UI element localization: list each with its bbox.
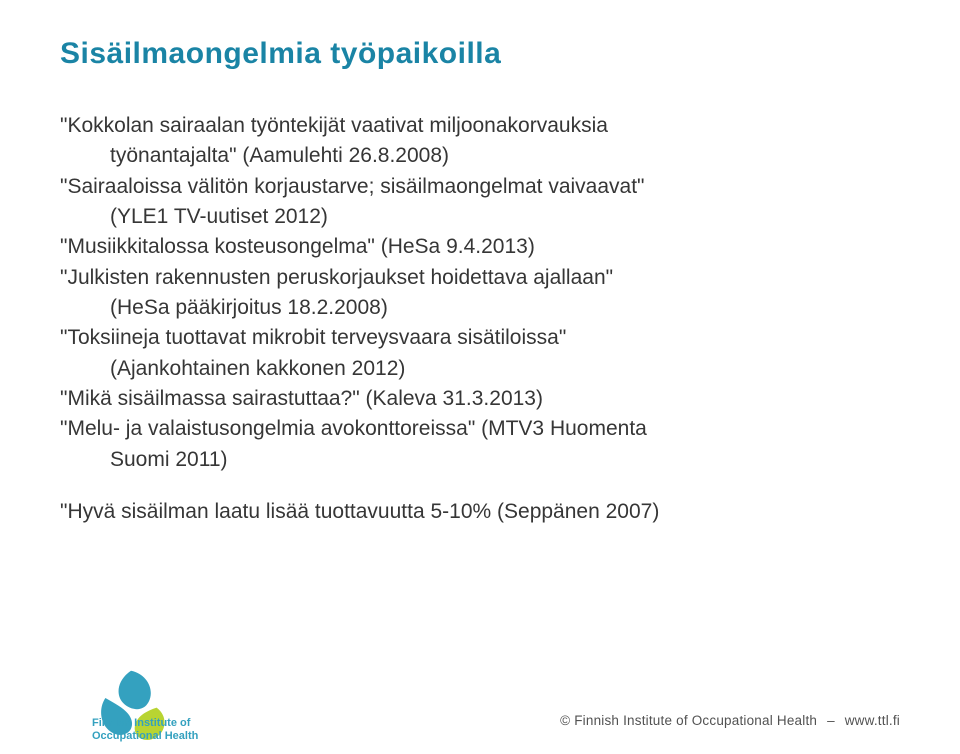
news-line: Suomi 2011) [60, 446, 900, 474]
footer-text: © Finnish Institute of Occupational Heal… [560, 713, 900, 728]
body-text: "Kokkolan sairaalan työntekijät vaativat… [60, 112, 900, 526]
footer: Finnish Institute of Occupational Health… [0, 664, 960, 754]
news-line: "Sairaaloissa välitön korjaustarve; sisä… [60, 173, 900, 201]
footer-url: www.ttl.fi [845, 713, 900, 728]
footer-separator: – [827, 713, 835, 728]
closing-line: "Hyvä sisäilman laatu lisää tuottavuutta… [60, 498, 900, 526]
news-line: (YLE1 TV-uutiset 2012) [60, 203, 900, 231]
logo-text: Finnish Institute of Occupational Health [92, 717, 198, 745]
news-line: työnantajalta" (Aamulehti 26.8.2008) [60, 142, 900, 170]
news-line: "Mikä sisäilmassa sairastuttaa?" (Kaleva… [60, 385, 900, 413]
news-line: "Julkisten rakennusten peruskorjaukset h… [60, 264, 900, 292]
logo-text-line2: Occupational Health [92, 730, 198, 744]
news-line: (HeSa pääkirjoitus 18.2.2008) [60, 294, 900, 322]
news-line: (Ajankohtainen kakkonen 2012) [60, 355, 900, 383]
footer-copyright: © Finnish Institute of Occupational Heal… [560, 713, 817, 728]
news-line: "Melu- ja valaistusongelmia avokonttorei… [60, 415, 900, 443]
slide: Sisäilmaongelmia työpaikoilla "Kokkolan … [0, 0, 960, 754]
news-line: "Kokkolan sairaalan työntekijät vaativat… [60, 112, 900, 140]
slide-title: Sisäilmaongelmia työpaikoilla [60, 36, 900, 72]
news-line: "Musiikkitalossa kosteusongelma" (HeSa 9… [60, 233, 900, 261]
news-line: "Toksiineja tuottavat mikrobit terveysva… [60, 324, 900, 352]
spacer [60, 476, 900, 498]
logo-text-line1: Finnish Institute of [92, 717, 198, 731]
